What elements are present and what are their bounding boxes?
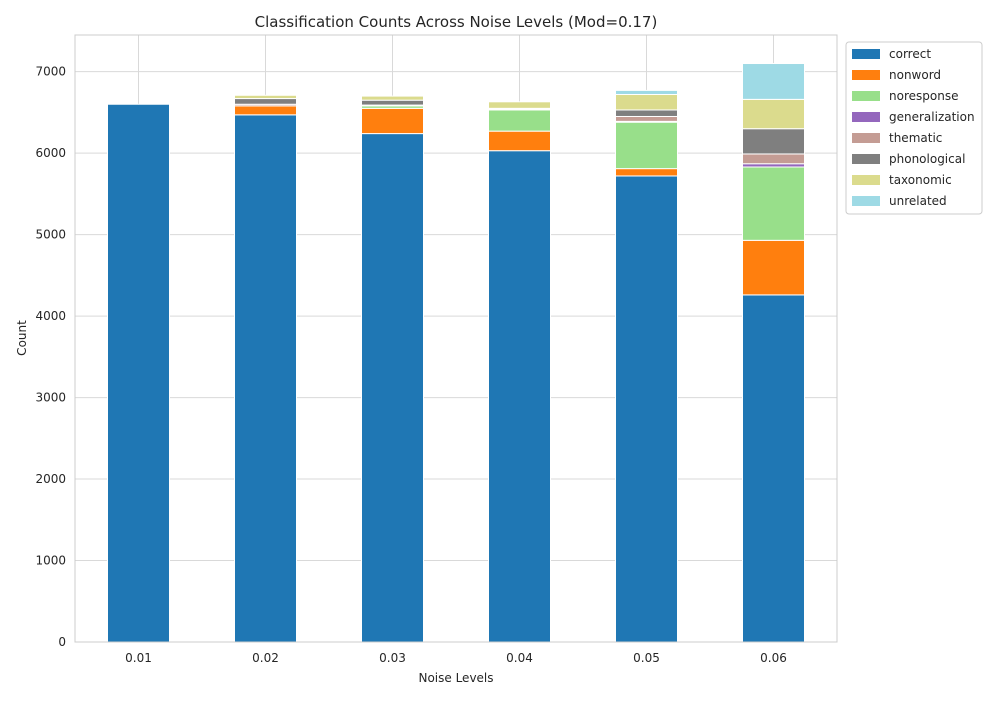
- legend-swatch-correct: [852, 49, 880, 59]
- y-axis-label: Count: [15, 320, 29, 356]
- y-tick-label: 1000: [35, 554, 66, 568]
- x-tick-label: 0.04: [506, 651, 533, 665]
- bar-segment-nonword: [488, 130, 551, 152]
- bar-segment-taxonomic: [488, 101, 551, 109]
- bar-segment-taxonomic: [234, 94, 297, 100]
- legend-label-taxonomic: taxonomic: [889, 173, 952, 187]
- bar-segment-unrelated: [742, 63, 805, 100]
- bar-segment-correct: [107, 103, 170, 643]
- bar-segment-noresponse: [615, 121, 678, 170]
- bar-segment-thematic: [742, 153, 805, 165]
- bars-layer: [107, 63, 805, 643]
- legend-label-unrelated: unrelated: [889, 194, 947, 208]
- ticks-layer: 0 1000 2000 3000 4000 5000 6000 7000 0.01 0.02 0.0…: [35, 65, 786, 665]
- legend-swatch-generalization: [852, 112, 880, 122]
- bar-segment-noresponse: [488, 109, 551, 132]
- bar-segment-correct: [615, 175, 678, 643]
- legend-label-phonological: phonological: [889, 152, 965, 166]
- bar-segment-phonological: [742, 128, 805, 155]
- chart-title: Classification Counts Across Noise Level…: [255, 13, 658, 31]
- x-tick-label: 0.02: [252, 651, 279, 665]
- legend-frame: [845, 41, 983, 215]
- x-tick-label: 0.03: [379, 651, 406, 665]
- bar-segment-noresponse: [742, 166, 805, 241]
- legend-swatch-nonword: [852, 70, 880, 80]
- plot-frame: [74, 34, 838, 643]
- bar-segment-thematic: [615, 115, 678, 122]
- y-tick-label: 0: [58, 635, 66, 649]
- bar-segment-nonword: [361, 107, 424, 135]
- legend-swatch-unrelated: [852, 196, 880, 206]
- bar-segment-phonological: [615, 109, 678, 117]
- bar-segment-taxonomic: [615, 93, 678, 111]
- bar-segment-correct: [742, 294, 805, 643]
- x-tick-label: 0.06: [760, 651, 787, 665]
- bar-segment-nonword: [615, 168, 678, 177]
- bar-segment-phonological: [361, 99, 424, 106]
- legend-label-generalization: generalization: [889, 110, 975, 124]
- legend-label-thematic: thematic: [889, 131, 942, 145]
- y-tick-label: 5000: [35, 228, 66, 242]
- legend-label-noresponse: noresponse: [889, 89, 958, 103]
- bar-segment-unrelated: [615, 89, 678, 95]
- y-tick-label: 7000: [35, 65, 66, 79]
- bar-segment-nonword: [742, 239, 805, 296]
- bar-segment-phonological: [234, 98, 297, 105]
- legend-swatch-thematic: [852, 133, 880, 143]
- bar-segment-nonword: [234, 105, 297, 116]
- legend-label-nonword: nonword: [889, 68, 941, 82]
- bar-segment-correct: [361, 133, 424, 643]
- bar-segment-correct: [234, 114, 297, 643]
- legend-swatch-noresponse: [852, 91, 880, 101]
- axes-layer: [74, 34, 838, 643]
- y-tick-label: 3000: [35, 391, 66, 405]
- bar-segment-correct: [488, 150, 551, 643]
- x-tick-label: 0.01: [125, 651, 152, 665]
- y-tick-label: 2000: [35, 472, 66, 486]
- legend-label-correct: correct: [889, 47, 931, 61]
- x-tick-label: 0.05: [633, 651, 660, 665]
- grid-layer: [75, 35, 837, 643]
- legend-items: correct nonword noresponse generalization th…: [852, 47, 975, 208]
- legend-swatch-taxonomic: [852, 175, 880, 185]
- y-tick-label: 4000: [35, 309, 66, 323]
- legend: correct nonword noresponse generalization th…: [845, 41, 983, 215]
- bar-segment-taxonomic: [361, 95, 424, 101]
- y-tick-label: 6000: [35, 146, 66, 160]
- legend-swatch-phonological: [852, 154, 880, 164]
- x-axis-label: Noise Levels: [418, 671, 493, 685]
- bar-segment-taxonomic: [742, 98, 805, 130]
